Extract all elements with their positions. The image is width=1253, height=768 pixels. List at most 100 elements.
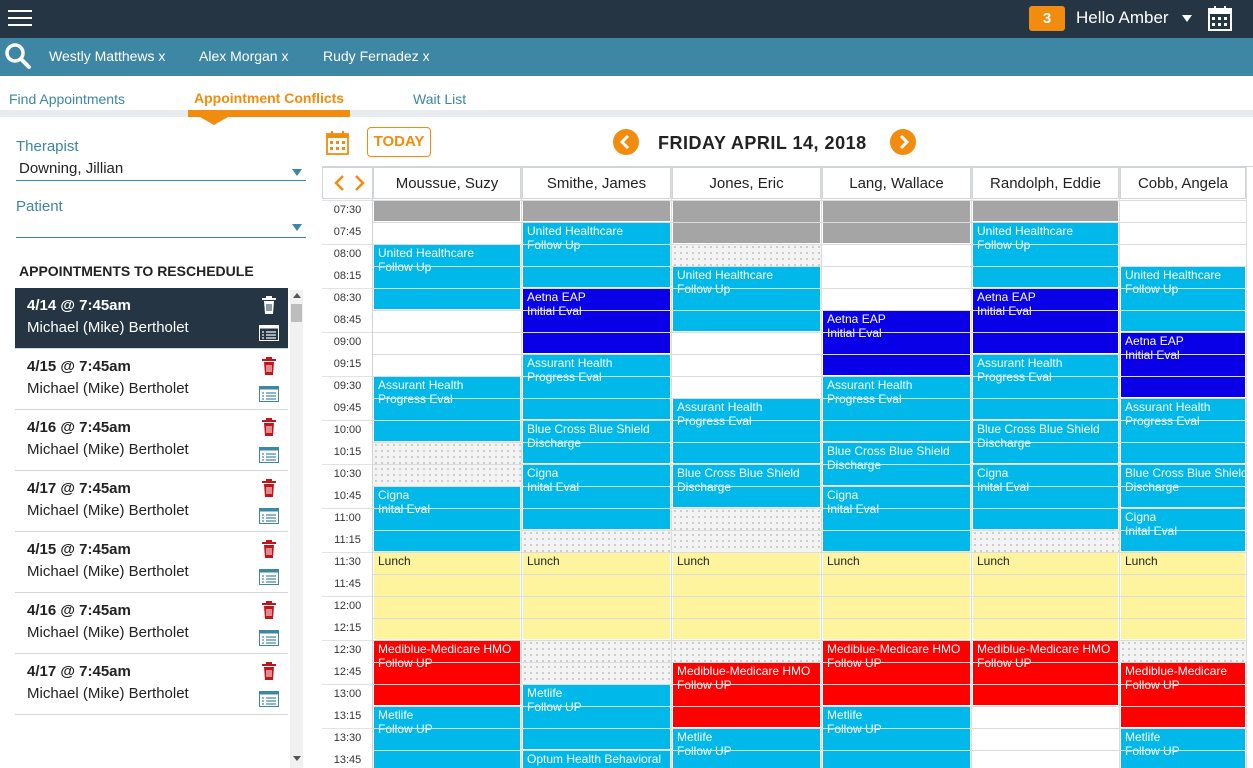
appointment-block[interactable]: Aetna EAP Initial Eval — [822, 310, 971, 376]
appointment-block[interactable]: Mediblue-Medicare HMO Follow UP — [373, 640, 521, 706]
appointment-block[interactable]: Aetna EAP Initial Eval — [1120, 332, 1246, 398]
time-label: 13:45 — [333, 754, 362, 766]
scroll-up-arrow-icon[interactable] — [293, 293, 301, 298]
slot-line — [522, 332, 671, 333]
notes-icon[interactable] — [259, 386, 279, 407]
reschedule-item-patient: Michael (Mike) Bertholet — [27, 502, 189, 519]
appointment-block[interactable]: United Healthcare Follow Up — [672, 266, 821, 332]
appointment-block[interactable]: Cigna Inital Eval — [972, 464, 1119, 530]
trash-icon[interactable] — [261, 357, 277, 380]
trash-icon[interactable] — [261, 418, 277, 441]
appointment-payer: Blue Cross Blue Shield — [527, 422, 650, 436]
appointment-payer: Blue Cross Blue Shield — [827, 444, 950, 458]
slot-line — [672, 486, 821, 487]
appointment-block[interactable]: United Healthcare Follow Up — [522, 222, 671, 288]
notes-icon[interactable] — [259, 508, 279, 529]
slot-line — [972, 574, 1119, 575]
trash-icon[interactable] — [261, 479, 277, 502]
appointment-block[interactable]: Mediblue-Medicare Follow UP — [1120, 662, 1246, 728]
appointment-block[interactable]: Optum Health BehavioralFollow UP — [522, 750, 671, 768]
appointment-block[interactable]: Assurant Health Progress Eval — [972, 354, 1119, 420]
therapist-select-value[interactable]: Downing, Jillian — [19, 160, 124, 177]
therapist-chevron-down-icon[interactable] — [292, 169, 302, 176]
appointment-block[interactable]: Mediblue-Medicare HMO Follow UP — [822, 640, 971, 706]
appointment-type: Follow Up — [1125, 282, 1179, 296]
notes-icon[interactable] — [259, 691, 279, 712]
appointment-block[interactable]: Assurant Health Progress Eval — [822, 376, 971, 442]
column-prev-chevron-icon[interactable] — [334, 175, 344, 191]
therapist-column-header[interactable]: Cobb, Angela — [1120, 167, 1246, 199]
therapist-column-header[interactable]: Smithe, James — [522, 167, 671, 199]
therapist-column-header[interactable]: Moussue, Suzy — [373, 167, 521, 199]
user-greeting[interactable]: Hello Amber — [1076, 8, 1169, 27]
reschedule-item-date: 4/14 @ 7:45am — [27, 297, 131, 314]
therapist-column-header[interactable]: Lang, Wallace — [822, 167, 971, 199]
search-chip-rudy-fernadez[interactable]: Rudy Fernadez x — [323, 48, 430, 64]
reschedule-item[interactable]: 4/17 @ 7:45am Michael (Mike) Bertholet — [15, 471, 288, 532]
reschedule-item[interactable]: 4/17 @ 7:45am Michael (Mike) Bertholet — [15, 654, 288, 715]
previous-day-button[interactable] — [613, 129, 639, 155]
user-menu-chevron-down-icon[interactable] — [1182, 15, 1192, 22]
appointment-block[interactable]: Cigna Inital Eval — [373, 486, 521, 552]
appointment-block[interactable]: Metlife Follow UP — [522, 684, 671, 750]
slot-line — [972, 266, 1119, 267]
date-picker-calendar-icon[interactable] — [326, 131, 349, 160]
reschedule-item[interactable]: 4/15 @ 7:45am Michael (Mike) Bertholet — [15, 532, 288, 593]
blocked-time[interactable] — [373, 200, 521, 222]
tab-wait-list[interactable]: Wait List — [413, 91, 467, 107]
appointment-block[interactable]: Mediblue-Medicare HMO Follow UP — [972, 640, 1119, 706]
appointment-block[interactable]: Aetna EAP Initial Eval — [522, 288, 671, 354]
trash-icon[interactable] — [261, 662, 277, 685]
reschedule-item[interactable]: 4/16 @ 7:45am Michael (Mike) Bertholet — [15, 593, 288, 654]
next-day-button[interactable] — [890, 129, 916, 155]
appointment-block[interactable]: Cigna Inital Eval — [822, 486, 971, 552]
appointment-block[interactable]: Metlife Follow UP — [822, 706, 971, 768]
reschedule-item[interactable]: 4/14 @ 7:45am Michael (Mike) Bertholet — [15, 288, 288, 349]
notes-icon[interactable] — [259, 447, 279, 468]
search-chip-alex-morgan[interactable]: Alex Morgan x — [199, 48, 289, 64]
appointment-type: Discharge — [1125, 480, 1180, 494]
notification-badge[interactable]: 3 — [1029, 6, 1065, 31]
appointment-block[interactable]: Assurant Health Progress Eval — [672, 398, 821, 464]
trash-icon[interactable] — [261, 601, 277, 624]
menu-icon[interactable] — [8, 10, 32, 28]
notes-icon[interactable] — [259, 569, 279, 590]
appointment-block[interactable]: Assurant Health Progress Eval — [1120, 398, 1246, 464]
appointment-block[interactable]: Aetna EAP Initial Eval — [972, 288, 1119, 354]
trash-icon[interactable] — [261, 296, 277, 319]
tab-find-appointments[interactable]: Find Appointments — [9, 91, 125, 107]
appointment-block[interactable]: Assurant Health Progress Eval — [373, 376, 521, 442]
reschedule-scrollbar[interactable] — [290, 290, 303, 768]
reschedule-item[interactable]: 4/15 @ 7:45am Michael (Mike) Bertholet — [15, 349, 288, 410]
appointment-block[interactable]: Assurant Health Progress Eval — [522, 354, 671, 420]
appointment-block[interactable]: Metlife Follow UP — [672, 728, 821, 768]
patient-chevron-down-icon[interactable] — [292, 224, 302, 231]
appointment-block[interactable]: Cigna Inital Eval — [522, 464, 671, 530]
notes-icon[interactable] — [259, 325, 279, 346]
appointment-block[interactable]: United Healthcare Follow Up — [373, 244, 521, 310]
therapist-column-header[interactable]: Jones, Eric — [672, 167, 821, 199]
slot-line — [672, 640, 821, 641]
slot-line — [672, 464, 821, 465]
blocked-time[interactable] — [972, 200, 1119, 222]
appointment-payer: Metlife — [827, 708, 863, 722]
reschedule-item[interactable]: 4/16 @ 7:45am Michael (Mike) Bertholet — [15, 410, 288, 471]
tab-appointment-conflicts[interactable]: Appointment Conflicts — [194, 90, 345, 106]
appointment-block[interactable]: United Healthcare Follow Up — [1120, 266, 1246, 332]
appointment-block[interactable]: United Healthcare Follow Up — [972, 222, 1119, 288]
calendar-icon[interactable] — [1208, 6, 1232, 36]
search-icon[interactable] — [4, 42, 32, 75]
therapist-column-header[interactable]: Randolph, Eddie — [972, 167, 1119, 199]
search-chip-westly-matthews[interactable]: Westly Matthews x — [49, 48, 166, 64]
today-button[interactable]: TODAY — [367, 127, 431, 157]
notes-icon[interactable] — [259, 630, 279, 651]
blocked-time[interactable] — [522, 200, 671, 222]
appointment-block[interactable]: Metlife Follow UP — [1120, 728, 1246, 768]
trash-icon[interactable] — [261, 540, 277, 563]
appointment-block[interactable]: Mediblue-Medicare HMO Follow UP — [672, 662, 821, 728]
scroll-down-arrow-icon[interactable] — [293, 756, 301, 761]
slot-line — [672, 574, 821, 575]
scrollbar-thumb[interactable] — [291, 304, 302, 322]
appointment-block[interactable]: Metlife Follow UP — [373, 706, 521, 768]
column-next-chevron-icon[interactable] — [355, 175, 365, 191]
